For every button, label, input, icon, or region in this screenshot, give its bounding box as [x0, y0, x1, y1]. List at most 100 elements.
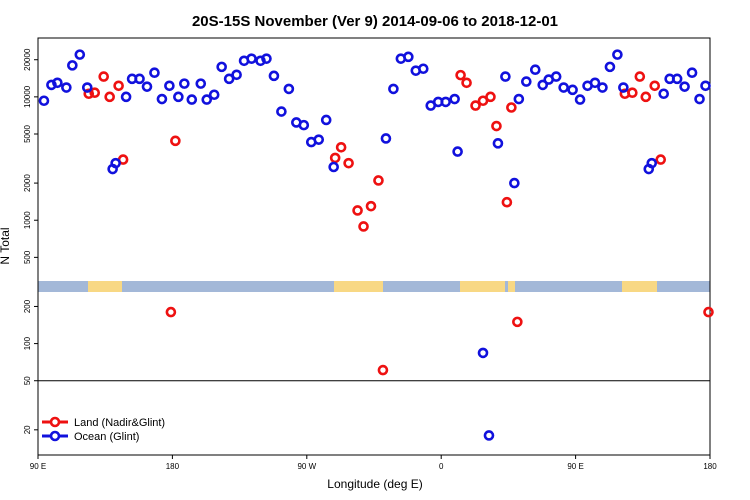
point	[529, 64, 541, 76]
point	[449, 93, 460, 105]
legend-label: Land (Nadir&Glint)	[74, 417, 165, 429]
point	[141, 81, 153, 92]
y-tick-label: 10000	[23, 85, 32, 108]
point	[313, 134, 325, 145]
point	[627, 87, 638, 99]
point	[104, 91, 115, 103]
point	[483, 430, 495, 441]
point	[512, 316, 523, 328]
point	[500, 71, 511, 82]
point	[491, 120, 502, 132]
x-tick-label: 0	[439, 462, 444, 471]
y-tick-label: 2000	[23, 174, 32, 192]
point	[509, 177, 520, 189]
point	[671, 73, 683, 85]
x-tick-label: 90 W	[297, 462, 316, 471]
point	[618, 82, 629, 93]
point	[195, 78, 207, 89]
point	[216, 61, 227, 73]
point	[550, 71, 562, 82]
point	[649, 80, 661, 92]
x-tick-label: 90 E	[567, 462, 583, 471]
legend-marker	[49, 430, 61, 442]
point	[658, 88, 670, 100]
point	[223, 73, 235, 85]
point	[201, 94, 213, 105]
point	[612, 49, 623, 60]
chart-title: 20S-15S November (Ver 9) 2014-09-06 to 2…	[192, 13, 558, 30]
point	[440, 96, 451, 108]
point	[186, 94, 198, 105]
x-tick-label: 180	[703, 462, 717, 471]
point	[246, 53, 257, 64]
point	[156, 93, 168, 105]
point	[164, 80, 175, 92]
point	[640, 91, 652, 103]
point	[373, 175, 384, 186]
point	[98, 71, 110, 82]
point	[537, 79, 549, 91]
point	[268, 70, 280, 82]
point	[89, 87, 101, 99]
point	[703, 306, 714, 318]
point	[134, 73, 145, 85]
y-tick-label: 20000	[23, 48, 32, 71]
point	[604, 61, 616, 73]
point	[358, 221, 369, 232]
y-tick-label: 20	[23, 425, 32, 434]
point	[589, 77, 601, 89]
point	[452, 146, 463, 157]
land-ocean-strip	[38, 281, 710, 292]
point	[352, 205, 363, 216]
point	[276, 106, 287, 117]
point	[165, 306, 177, 318]
point	[455, 69, 466, 81]
point	[646, 157, 658, 169]
point	[403, 51, 414, 63]
y-tick-label: 200	[23, 299, 32, 313]
point	[655, 154, 667, 165]
x-tick-label: 180	[166, 462, 180, 471]
point	[81, 82, 93, 93]
point	[679, 81, 690, 92]
y-tick-label: 5000	[23, 125, 32, 143]
point	[567, 84, 578, 96]
point	[700, 80, 711, 92]
point	[686, 67, 698, 78]
y-tick-label: 50	[23, 376, 32, 385]
point	[485, 91, 496, 103]
legend-label: Ocean (Glint)	[74, 431, 139, 443]
point	[38, 95, 50, 107]
point	[83, 88, 95, 100]
point	[377, 364, 389, 376]
point	[179, 78, 190, 89]
point	[501, 196, 513, 208]
y-tick-label: 500	[23, 250, 32, 264]
point	[74, 49, 86, 60]
point	[388, 83, 399, 95]
point	[513, 93, 525, 105]
point	[506, 102, 517, 113]
point	[328, 161, 339, 173]
point	[231, 69, 242, 81]
point	[558, 82, 569, 93]
x-tick-label: 90 E	[30, 462, 46, 471]
point	[461, 77, 472, 89]
point	[170, 135, 181, 147]
point	[52, 77, 63, 89]
point	[343, 157, 354, 169]
point	[149, 67, 160, 78]
point	[470, 100, 481, 111]
point	[380, 133, 392, 144]
y-tick-label: 100	[23, 336, 32, 350]
point	[67, 60, 78, 71]
point	[597, 82, 608, 93]
point	[417, 63, 429, 75]
point	[329, 152, 341, 164]
point	[173, 91, 184, 103]
point	[335, 142, 347, 153]
y-axis-label: N Total	[0, 227, 12, 264]
point	[365, 200, 377, 212]
point	[298, 119, 310, 131]
